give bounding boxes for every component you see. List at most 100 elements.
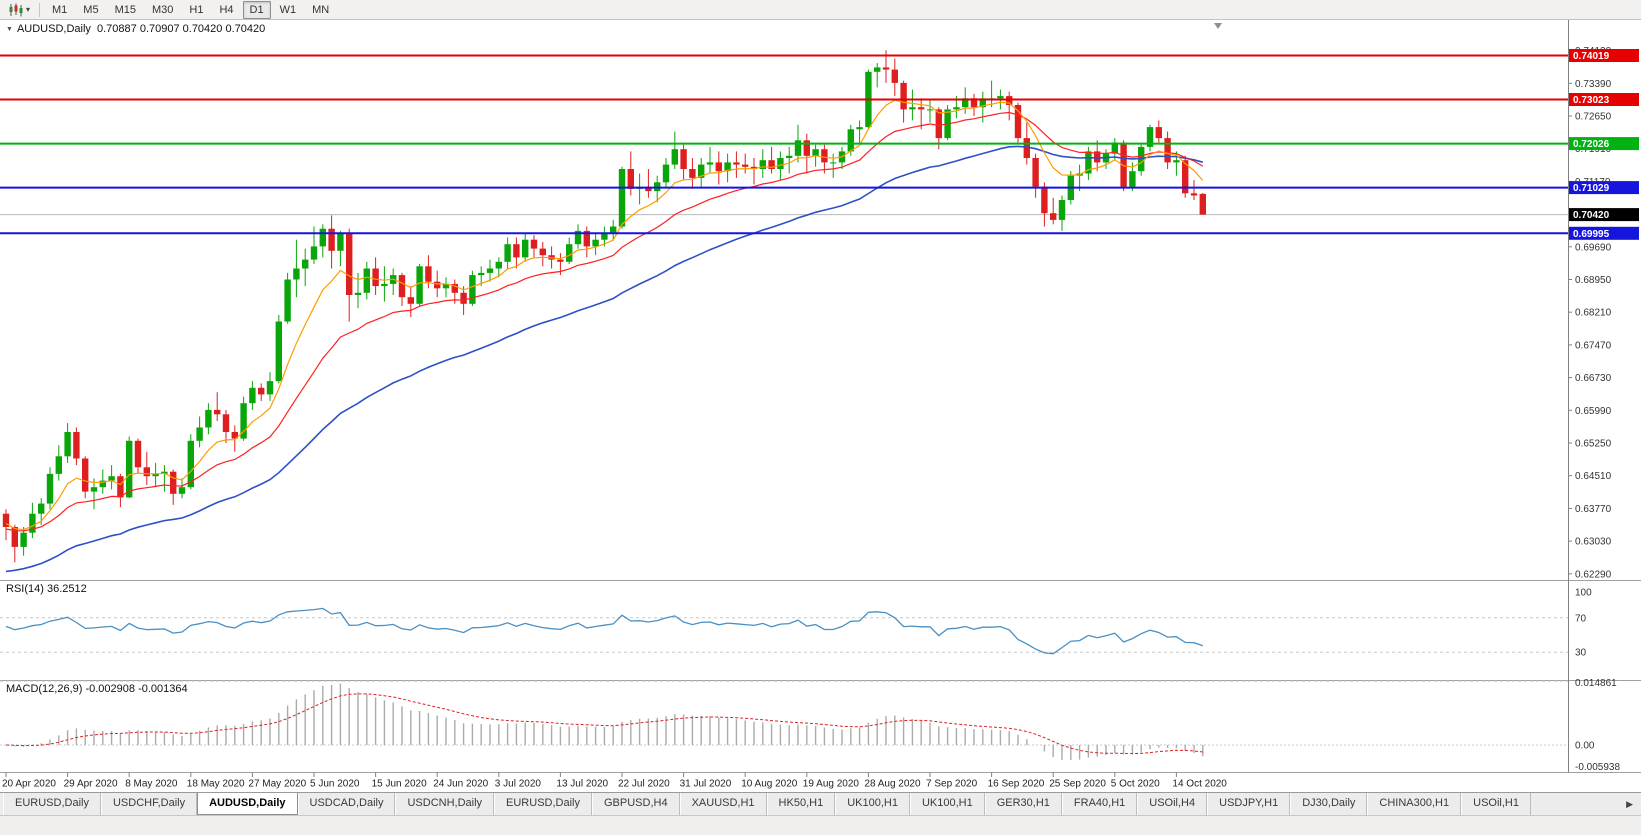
ma-slow-line bbox=[5, 145, 1204, 573]
candle bbox=[381, 283, 388, 287]
time-axis[interactable]: 20 Apr 2020 29 Apr 2020 8 May 2020 18 May 2… bbox=[2, 772, 1227, 790]
candle bbox=[99, 480, 106, 488]
time-tick-label: 5 Oct 2020 bbox=[1111, 779, 1160, 790]
tab-usdjpy-h1[interactable]: USDJPY,H1 bbox=[1207, 793, 1291, 815]
candle bbox=[592, 239, 599, 247]
candle bbox=[1164, 138, 1171, 163]
tab-uk100-h1[interactable]: UK100,H1 bbox=[909, 793, 985, 815]
price-tick-label: 0.62290 bbox=[1575, 569, 1612, 580]
tabs-scroll-right-icon[interactable]: ▶ bbox=[1626, 798, 1633, 809]
candle bbox=[962, 98, 969, 108]
rsi-label: RSI(14) 36.2512 bbox=[6, 583, 87, 595]
candle bbox=[416, 266, 423, 304]
tab-fra40-h1[interactable]: FRA40,H1 bbox=[1061, 793, 1138, 815]
price-box-0.70420 bbox=[1569, 208, 1639, 222]
macd-label: MACD(12,26,9) -0.002908 -0.001364 bbox=[6, 683, 188, 695]
candle bbox=[724, 162, 731, 172]
chart-area[interactable]: 0.741300.733900.726500.719100.711700.704… bbox=[0, 20, 1641, 792]
tab-xauusd-h1[interactable]: XAUUSD,H1 bbox=[679, 793, 767, 815]
timeframe-d1[interactable]: D1 bbox=[242, 0, 271, 19]
price-box-label: 0.72026 bbox=[1573, 139, 1610, 150]
price-tick-label: 0.64510 bbox=[1575, 471, 1612, 482]
candle bbox=[1155, 127, 1162, 139]
tab-usoil-h4[interactable]: USOil,H4 bbox=[1137, 793, 1208, 815]
candle bbox=[275, 321, 282, 382]
candle bbox=[108, 476, 115, 481]
horizontal-lines[interactable] bbox=[0, 54, 1568, 235]
candle bbox=[460, 292, 467, 304]
candle bbox=[73, 432, 80, 459]
candle bbox=[953, 107, 960, 110]
tab-gbpusd-h4[interactable]: GBPUSD,H4 bbox=[592, 793, 680, 815]
timeframe-m5[interactable]: M5 bbox=[83, 3, 99, 16]
pane-separators bbox=[0, 20, 1641, 773]
tab-usdcad-daily[interactable]: USDCAD,Daily bbox=[297, 793, 396, 815]
toolbar-separator bbox=[39, 2, 41, 17]
price-chart[interactable]: 0.741300.733900.726500.719100.711700.704… bbox=[0, 20, 1641, 792]
shift-marker-icon[interactable] bbox=[1214, 23, 1222, 29]
tab-usdcnh-daily[interactable]: USDCNH,Daily bbox=[395, 793, 495, 815]
candle bbox=[1190, 193, 1198, 196]
tab-ger30-h1[interactable]: GER30,H1 bbox=[984, 793, 1062, 815]
candle bbox=[398, 275, 406, 298]
time-tick-label: 22 Jul 2020 bbox=[618, 779, 670, 790]
candle bbox=[486, 268, 494, 273]
tab-usoil-h1[interactable]: USOil,H1 bbox=[1461, 793, 1531, 815]
candle bbox=[970, 98, 978, 108]
candle bbox=[64, 432, 71, 457]
macd-axis-label: 0.014861 bbox=[1575, 678, 1617, 689]
rsi-axis-label: 70 bbox=[1575, 613, 1587, 624]
price-box-label: 0.71029 bbox=[1573, 183, 1610, 194]
status-bar bbox=[0, 815, 1641, 835]
candle bbox=[742, 164, 749, 167]
candle bbox=[266, 381, 274, 395]
candle bbox=[935, 109, 942, 139]
tab-dj30-daily[interactable]: DJ30,Daily bbox=[1290, 793, 1368, 815]
candle bbox=[354, 292, 362, 295]
price-tick-label: 0.63030 bbox=[1575, 537, 1612, 548]
candle bbox=[777, 158, 784, 169]
timeframe-h1[interactable]: H1 bbox=[189, 3, 204, 16]
tab-hk50-h1[interactable]: HK50,H1 bbox=[766, 793, 836, 815]
timeframe-m30[interactable]: M30 bbox=[151, 3, 174, 16]
chart-type-dropdown-button[interactable]: ▾ bbox=[4, 2, 34, 18]
tab-audusd-daily[interactable]: AUDUSD,Daily bbox=[197, 793, 298, 815]
time-tick-label: 18 May 2020 bbox=[187, 779, 245, 790]
tab-china300-h1[interactable]: CHINA300,H1 bbox=[1367, 793, 1462, 815]
ma-mid-line bbox=[5, 111, 1204, 532]
candle bbox=[698, 164, 705, 178]
candle bbox=[601, 233, 608, 240]
price-box-0.73023 bbox=[1569, 93, 1639, 106]
candle bbox=[530, 239, 538, 249]
timeframe-h4[interactable]: H4 bbox=[219, 3, 234, 16]
candle bbox=[794, 140, 802, 156]
candle bbox=[170, 471, 177, 494]
candle bbox=[90, 487, 98, 492]
rsi-line bbox=[5, 607, 1204, 655]
price-axis[interactable]: 0.741300.733900.726500.719100.711700.704… bbox=[1568, 46, 1639, 773]
candle bbox=[689, 169, 696, 178]
candle bbox=[1041, 186, 1048, 214]
timeframe-mn[interactable]: MN bbox=[312, 3, 330, 16]
price-box-0.69995 bbox=[1569, 226, 1639, 240]
timeframe-m15[interactable]: M15 bbox=[114, 3, 136, 16]
price-box-label: 0.70420 bbox=[1573, 210, 1610, 221]
time-tick-label: 3 Jul 2020 bbox=[495, 779, 542, 790]
candle bbox=[478, 272, 485, 276]
timeframe-w1[interactable]: W1 bbox=[279, 3, 297, 16]
tab-uk100-h1[interactable]: UK100,H1 bbox=[835, 793, 910, 815]
candle bbox=[574, 230, 582, 245]
candle bbox=[557, 259, 564, 262]
candle bbox=[82, 458, 89, 492]
candle bbox=[434, 281, 441, 289]
candle bbox=[830, 162, 837, 164]
candle bbox=[1173, 160, 1180, 163]
time-tick-label: 20 Apr 2020 bbox=[2, 779, 56, 790]
tab-usdchf-daily[interactable]: USDCHF,Daily bbox=[100, 793, 198, 815]
tab-eurusd-daily[interactable]: EURUSD,Daily bbox=[494, 793, 592, 815]
candle bbox=[302, 259, 309, 269]
tab-eurusd-daily[interactable]: EURUSD,Daily bbox=[3, 793, 101, 815]
timeframe-m1[interactable]: M1 bbox=[52, 3, 68, 16]
candle bbox=[38, 503, 45, 514]
candle bbox=[522, 239, 529, 258]
